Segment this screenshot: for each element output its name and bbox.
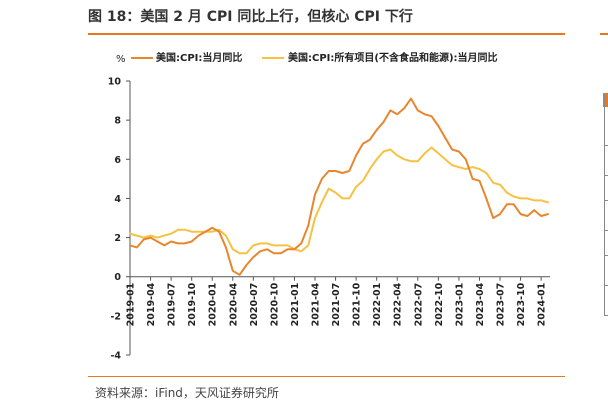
x-tick-label: 2023-01 <box>454 283 465 327</box>
footer-divider <box>88 376 565 377</box>
y-tick-label: 10 <box>108 77 122 88</box>
next-figure-table-rule <box>604 255 608 256</box>
next-figure-table-rule <box>604 200 608 201</box>
x-tick-label: 2023-04 <box>475 282 486 326</box>
x-tick-label: 2020-04 <box>228 282 239 326</box>
y-axis-unit: % <box>116 54 126 65</box>
x-tick-label: 2023-07 <box>496 283 507 327</box>
next-figure-divider <box>600 33 608 35</box>
x-tick-label: 2023-10 <box>516 282 527 326</box>
y-tick-label: -2 <box>110 311 121 322</box>
y-tick-label: 8 <box>114 116 121 127</box>
title-divider <box>88 33 565 35</box>
legend-swatch-core-cpi <box>262 57 284 59</box>
figure-title: 图 18：美国 2 月 CPI 同比上行，但核心 CPI 下行 <box>88 9 413 25</box>
legend-label-cpi: 美国:CPI:当月同比 <box>156 53 243 64</box>
y-tick-label: 0 <box>114 272 121 283</box>
x-tick-label: 2019-07 <box>167 283 178 327</box>
x-tick-label: 2021-10 <box>352 282 363 326</box>
next-figure-table-rule <box>604 315 608 316</box>
next-figure-table-rule <box>604 230 608 231</box>
x-tick-label: 2020-07 <box>249 283 260 327</box>
next-figure-table-rule <box>604 175 608 176</box>
chart-series <box>129 97 549 276</box>
x-tick-label: 2024-01 <box>537 283 548 327</box>
next-figure-table-border <box>604 93 605 315</box>
x-tick-label: 2021-04 <box>311 282 322 326</box>
x-tick-label: 2019-01 <box>126 283 137 327</box>
next-figure-table-rule <box>604 285 608 286</box>
x-tick-label: 2020-10 <box>269 282 280 326</box>
y-tick-label: 6 <box>114 155 121 166</box>
x-tick-label: 2021-01 <box>290 283 301 327</box>
series-line-cpi <box>129 97 549 276</box>
next-figure-table-header <box>603 93 608 107</box>
chart-axes: -4 -2 0 2 4 6 8 10 2019-01 2019-04 2019-07 2019-10 2… <box>108 77 550 362</box>
x-tick-label: 2022-10 <box>434 282 445 326</box>
x-tick-label: 2019-04 <box>146 282 157 326</box>
y-tick-label: 2 <box>114 233 121 244</box>
legend-label-core-cpi: 美国:CPI:所有项目(不含食品和能源):当月同比 <box>288 53 498 64</box>
source-note: 资料来源：iFind，天风证券研究所 <box>95 386 279 400</box>
x-tick-label: 2021-07 <box>331 283 342 327</box>
x-tick-label: 2022-07 <box>413 283 424 327</box>
legend-swatch-cpi <box>131 57 153 59</box>
x-tick-label: 2019-10 <box>187 282 198 326</box>
y-tick-label: 4 <box>114 194 121 205</box>
y-tick-label: -4 <box>110 351 121 362</box>
x-tick-label: 2022-04 <box>393 282 404 326</box>
next-figure-table-rule <box>604 145 608 146</box>
series-line-core-cpi <box>129 146 549 255</box>
x-tick-label: 2022-01 <box>372 283 383 327</box>
x-tick-label: 2020-01 <box>208 283 219 327</box>
